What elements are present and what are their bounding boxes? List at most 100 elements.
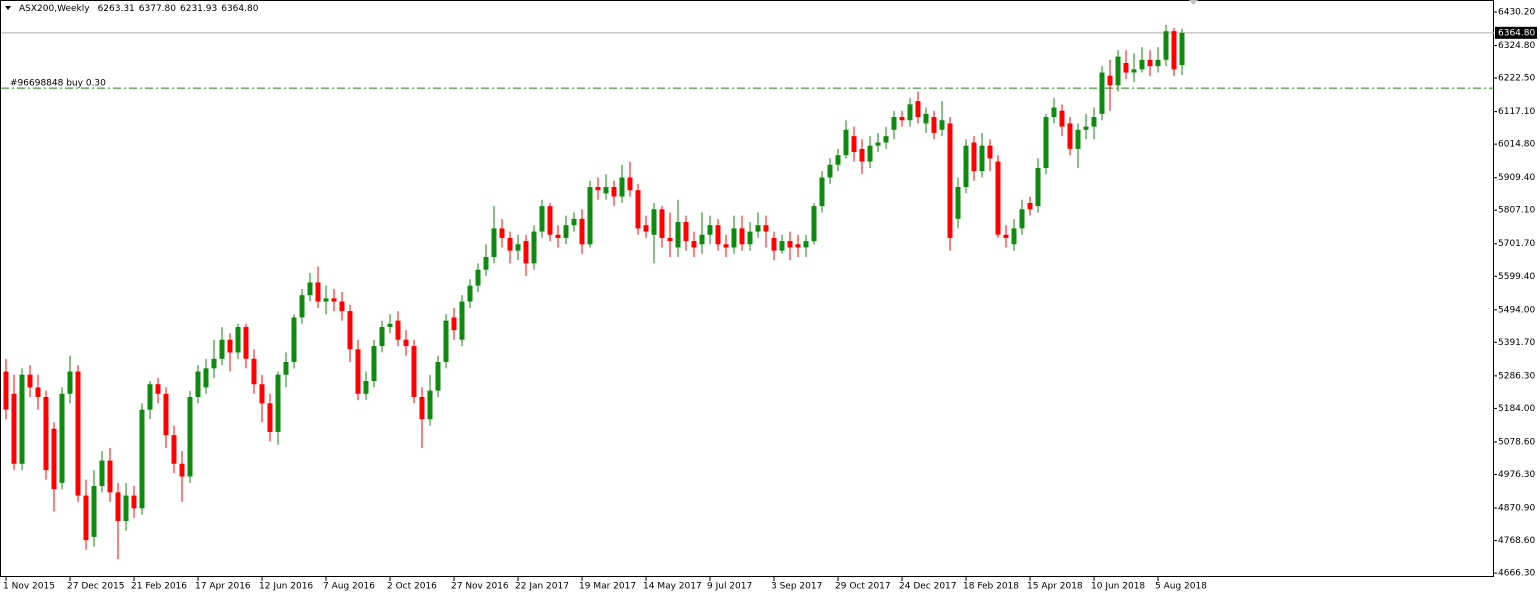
candle-body (499, 228, 505, 238)
candle-body (947, 123, 953, 238)
candle-body (1139, 59, 1145, 70)
candle-body (323, 298, 329, 302)
candle-body (619, 177, 625, 197)
candle-body (1019, 209, 1025, 229)
candle-body (867, 145, 873, 162)
candle-body (67, 371, 73, 394)
candle-body (547, 206, 553, 235)
candle-body (171, 435, 177, 464)
chart-header: ASX200,Weekly 6263.31 6377.80 6231.93 6364.8… (19, 4, 259, 14)
x-tick-label: 24 Dec 2017 (899, 582, 957, 592)
candle-body (363, 381, 369, 394)
candle-body (923, 113, 929, 124)
candle-body (507, 237, 513, 251)
candle-body (435, 361, 441, 391)
candle-body (723, 244, 729, 248)
candle-body (211, 358, 217, 369)
candle-body (259, 384, 265, 404)
candle-body (1171, 31, 1177, 70)
y-tick-label: 5078.60 (1498, 437, 1535, 447)
candle-body (955, 187, 961, 219)
y-tick-label: 5391.70 (1498, 338, 1535, 348)
candle-body (571, 218, 577, 226)
candle-body (75, 371, 81, 496)
last-price-box (1495, 26, 1537, 39)
candle-body (403, 339, 409, 347)
candle-body (387, 323, 393, 327)
candle-body (243, 326, 249, 359)
candle-body (235, 326, 241, 353)
candle-body (907, 104, 913, 121)
candle-body (163, 393, 169, 436)
x-tick-label: 1 Nov 2015 (3, 582, 55, 592)
candle-body (987, 145, 993, 159)
candle-body (91, 486, 97, 537)
candle-body (355, 349, 361, 394)
x-tick-label: 18 Feb 2018 (963, 582, 1019, 592)
candle-body (1035, 167, 1041, 207)
candle-body (707, 225, 713, 235)
candle-body (995, 161, 1001, 235)
candle-body (395, 320, 401, 340)
candle-body (59, 393, 65, 483)
candle-body (419, 396, 425, 420)
candle-body (219, 339, 225, 359)
candle-body (675, 222, 681, 248)
candle-body (379, 326, 385, 347)
candle-body (915, 101, 921, 118)
candle-body (627, 177, 633, 191)
candle-body (539, 206, 545, 232)
candle-body (859, 148, 865, 162)
candle-body (443, 320, 449, 362)
candle-body (1059, 110, 1065, 127)
x-tick-label: 14 May 2017 (643, 582, 702, 592)
candle-body (555, 234, 561, 238)
candle-body (451, 317, 457, 331)
x-tick-label: 3 Sep 2017 (771, 582, 822, 592)
candle-body (99, 460, 105, 487)
candle-body (179, 463, 185, 477)
candle-body (131, 495, 137, 509)
candle-body (339, 301, 345, 312)
candle-body (43, 396, 49, 471)
plot-frame (0, 0, 1494, 577)
x-tick-label: 22 Jan 2017 (515, 582, 569, 592)
candle-body (739, 228, 745, 245)
candle-body (139, 409, 145, 509)
candle-body (787, 241, 793, 248)
x-tick-label: 2 Oct 2016 (387, 582, 437, 592)
candle-body (643, 225, 649, 232)
x-tick-label: 27 Dec 2015 (67, 582, 125, 592)
candle-body (275, 374, 281, 432)
shift-marker[interactable] (1189, 0, 1198, 5)
candle-body (251, 358, 257, 385)
candle-body (1043, 117, 1049, 168)
candle-body (155, 384, 161, 394)
menu-arrow[interactable] (5, 6, 11, 10)
x-tick-label: 10 Jun 2018 (1091, 582, 1145, 592)
y-tick-label: 5701.70 (1498, 239, 1535, 249)
candle-body (475, 269, 481, 286)
candle-body (899, 117, 905, 121)
candle-body (147, 384, 153, 410)
y-tick-label: 5494.00 (1498, 305, 1535, 315)
order-label: #96698848 buy 0.30 (10, 79, 106, 89)
candle-body (875, 142, 881, 146)
candle-body (635, 190, 641, 229)
candle-body (227, 339, 233, 353)
candle-body (819, 177, 825, 207)
candle-body (1091, 117, 1097, 127)
x-tick-label: 19 Mar 2017 (579, 582, 636, 592)
header-low: 6231.93 (180, 4, 217, 14)
candle-body (115, 492, 121, 522)
candle-body (123, 495, 129, 522)
candle-body (347, 311, 353, 350)
candle-body (979, 145, 985, 172)
candle-body (811, 206, 817, 242)
symbol: ASX200,Weekly (19, 4, 90, 14)
candle-body (851, 136, 857, 153)
candle-body (659, 209, 665, 238)
candle-body (1011, 228, 1017, 245)
candle-body (315, 282, 321, 302)
candle-body (803, 241, 809, 248)
